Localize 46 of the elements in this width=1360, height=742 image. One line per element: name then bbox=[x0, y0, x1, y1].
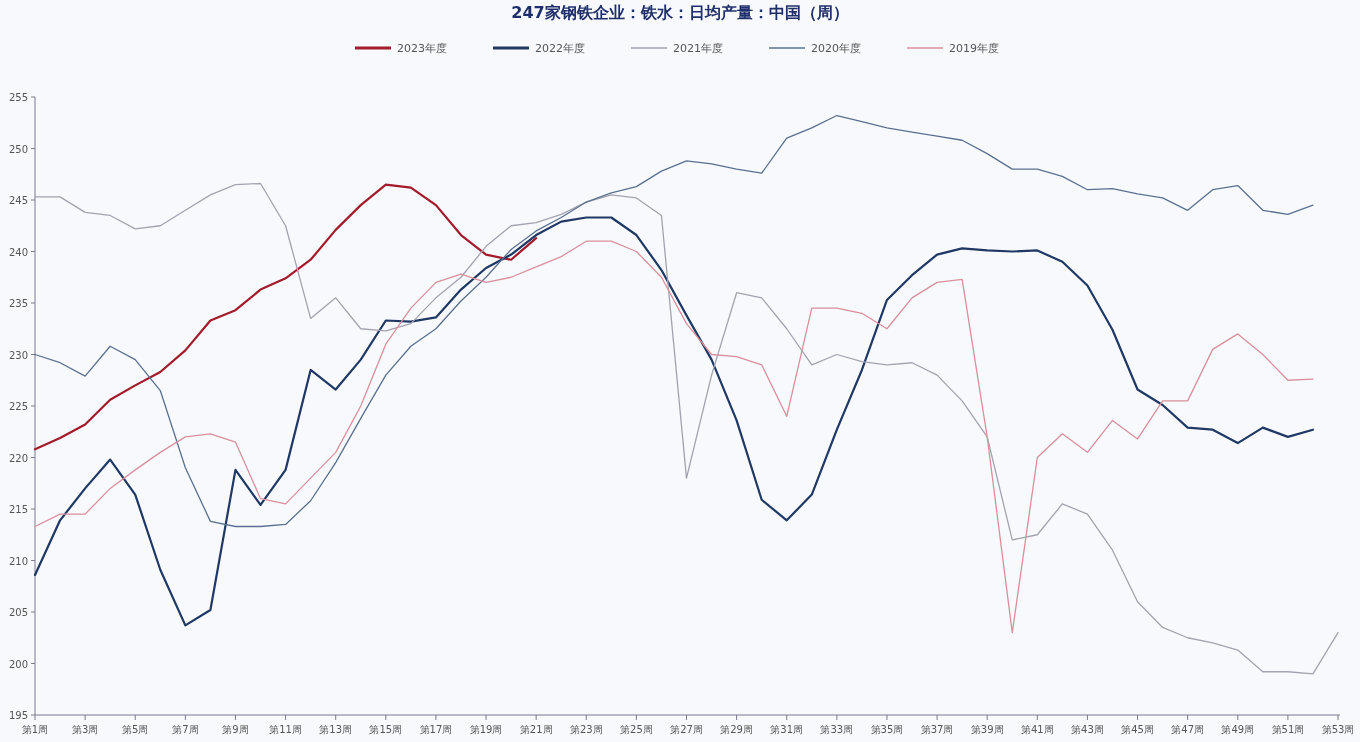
x-tick-label: 第1周 bbox=[21, 724, 49, 735]
y-tick-label: 205 bbox=[8, 607, 28, 618]
x-tick-label: 第19周 bbox=[469, 724, 503, 735]
y-tick-label: 250 bbox=[8, 143, 28, 155]
x-tick-label: 第17周 bbox=[419, 724, 453, 735]
legend-label: 2021年度 bbox=[673, 42, 723, 55]
y-tick-label: 225 bbox=[8, 401, 28, 412]
x-tick-label: 第21周 bbox=[519, 724, 553, 735]
x-tick-label: 第15周 bbox=[369, 724, 403, 735]
x-tick-label: 第47周 bbox=[1171, 724, 1205, 735]
x-tick-label: 第3周 bbox=[71, 724, 99, 735]
x-tick-label: 第35周 bbox=[870, 724, 904, 735]
x-tick-label: 第31周 bbox=[770, 724, 804, 735]
y-tick-label: 210 bbox=[8, 555, 28, 567]
x-tick-label: 第7周 bbox=[172, 724, 199, 735]
y-tick-label: 215 bbox=[8, 504, 28, 515]
y-tick-label: 200 bbox=[8, 658, 28, 670]
legend-label: 2020年度 bbox=[811, 42, 861, 55]
x-tick-label: 第27周 bbox=[670, 724, 703, 735]
x-tick-label: 第53周 bbox=[1321, 724, 1355, 735]
x-tick-label: 第45周 bbox=[1121, 724, 1154, 735]
x-tick-label: 第23周 bbox=[569, 724, 603, 735]
y-tick-label: 230 bbox=[8, 349, 28, 361]
x-tick-label: 第39周 bbox=[970, 724, 1004, 735]
y-tick-label: 195 bbox=[8, 710, 28, 721]
y-tick-label: 240 bbox=[8, 246, 28, 258]
x-tick-label: 第49周 bbox=[1221, 724, 1255, 735]
x-tick-label: 第5周 bbox=[122, 724, 149, 735]
legend-label: 2023年度 bbox=[397, 42, 447, 55]
chart-title: 247家钢铁企业：铁水：日均产量：中国（周） bbox=[511, 3, 849, 22]
x-tick-label: 第29周 bbox=[720, 724, 753, 735]
legend-label: 2022年度 bbox=[535, 42, 585, 55]
x-tick-label: 第11周 bbox=[269, 724, 302, 735]
y-tick-label: 235 bbox=[8, 298, 28, 309]
x-tick-label: 第33周 bbox=[820, 724, 854, 735]
y-tick-label: 255 bbox=[8, 92, 28, 103]
x-tick-label: 第43周 bbox=[1071, 724, 1104, 735]
legend-label: 2019年度 bbox=[949, 42, 999, 55]
x-tick-label: 第41周 bbox=[1020, 724, 1054, 735]
y-tick-label: 245 bbox=[8, 195, 28, 206]
y-tick-label: 220 bbox=[8, 452, 28, 464]
x-tick-label: 第51周 bbox=[1271, 724, 1305, 735]
x-tick-label: 第25周 bbox=[620, 724, 653, 735]
x-tick-label: 第37周 bbox=[920, 724, 954, 735]
x-tick-label: 第13周 bbox=[319, 724, 353, 735]
x-tick-label: 第9周 bbox=[222, 724, 249, 735]
